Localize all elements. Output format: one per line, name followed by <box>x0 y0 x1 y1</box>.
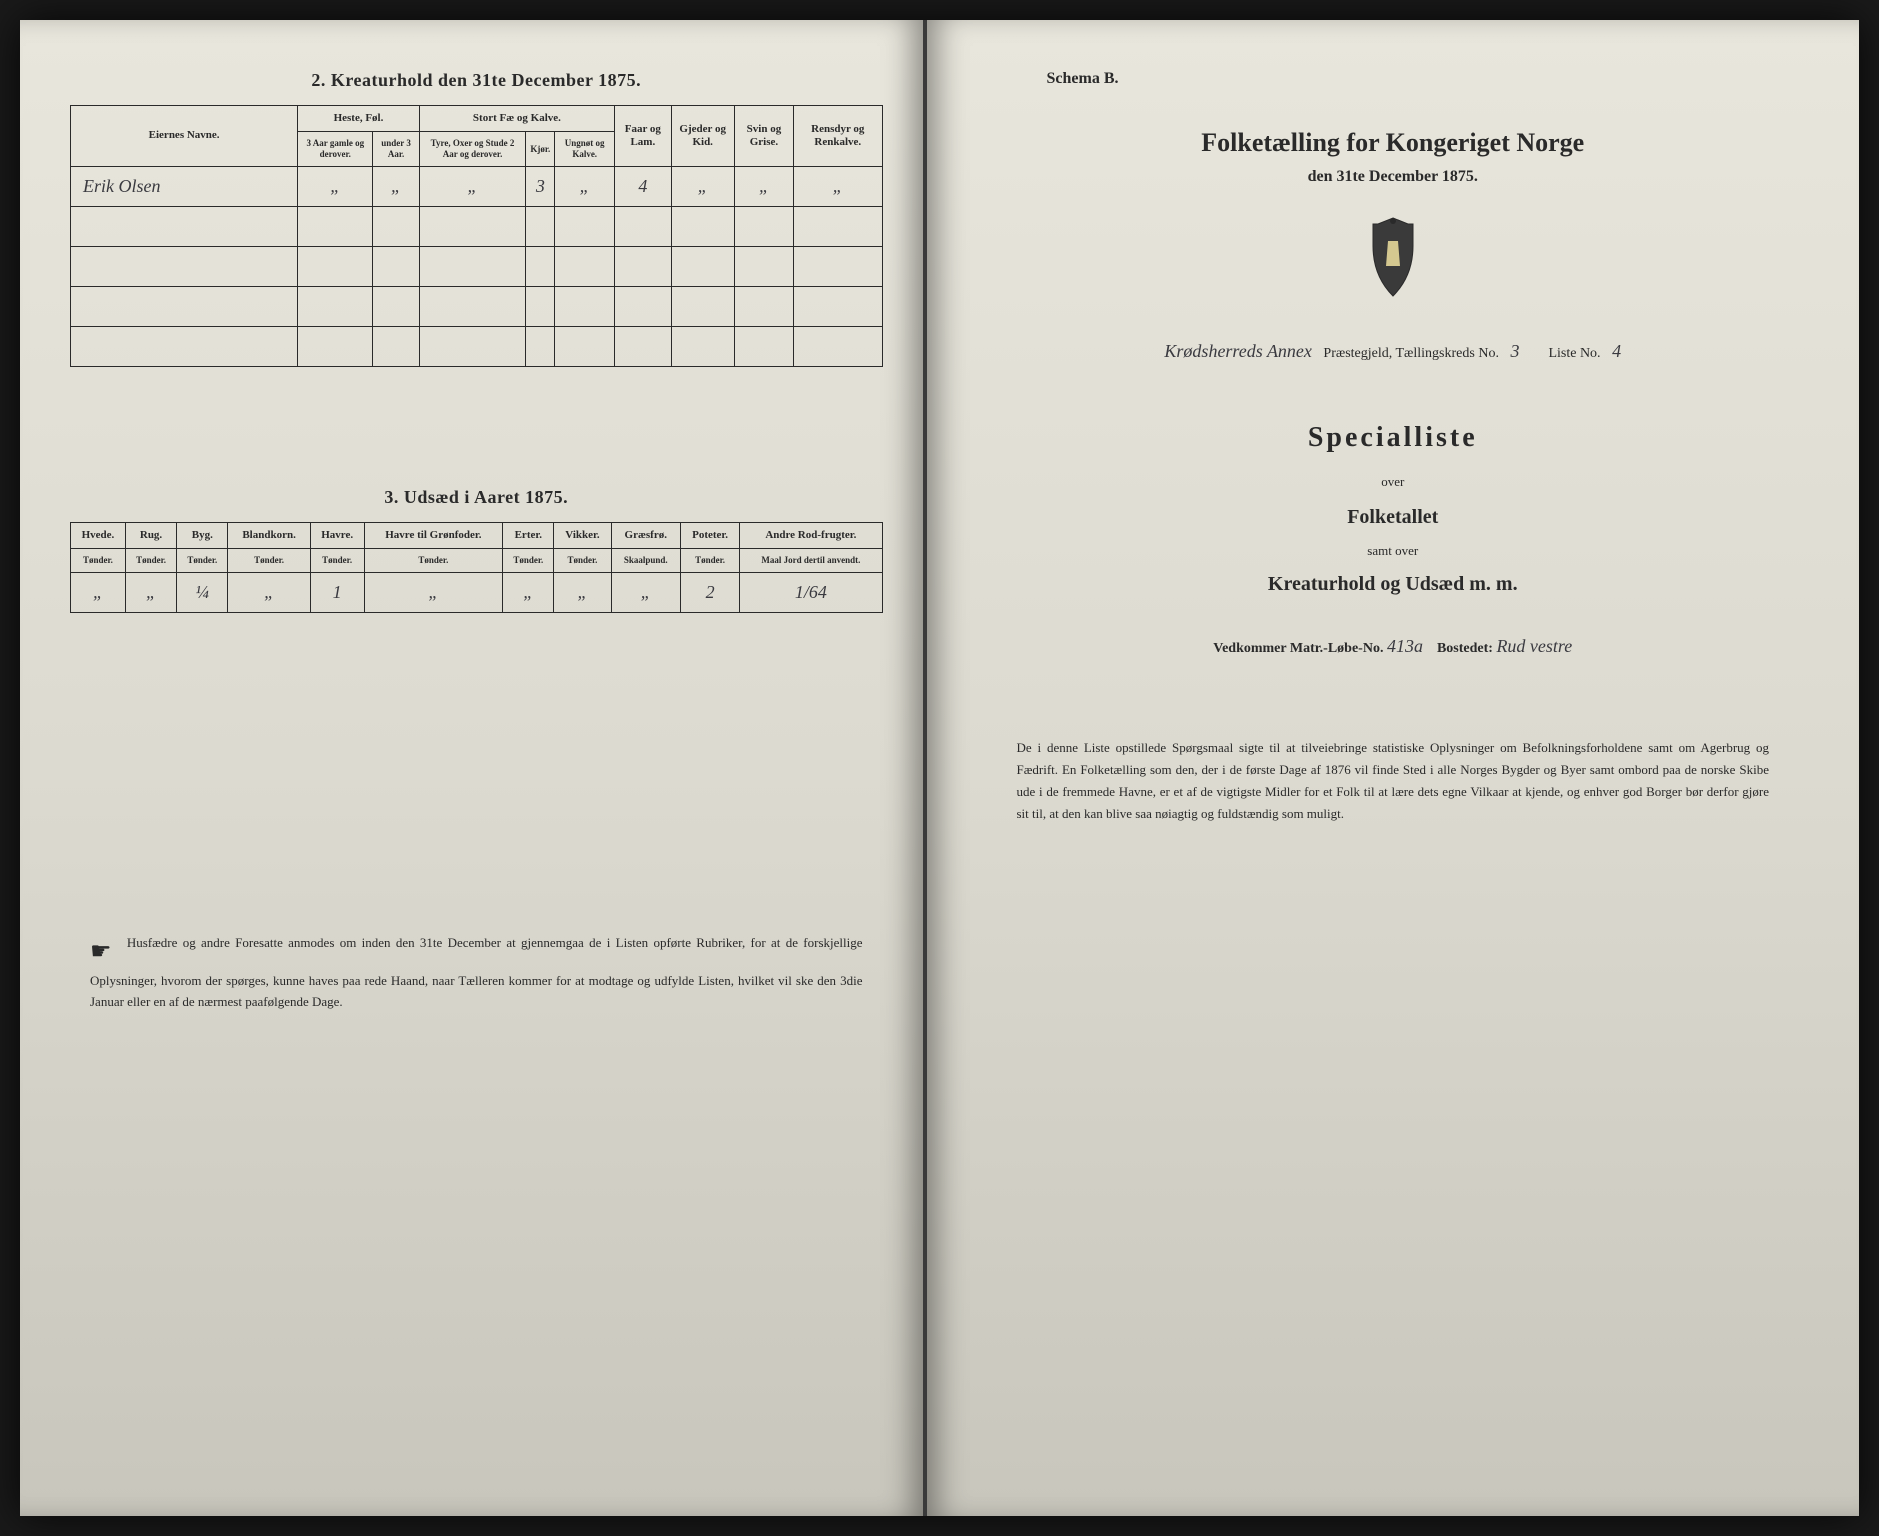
vedkommer-line: Vedkommer Matr.-Løbe-No. 413a Bostedet: … <box>987 636 1800 657</box>
kreds-no: 3 <box>1510 341 1519 361</box>
main-title: Folketælling for Kongeriget Norge <box>987 128 1800 158</box>
cell: 3 <box>526 166 555 206</box>
cell: 4 <box>615 166 671 206</box>
parish-label: Præstegjeld, Tællingskreds No. <box>1323 346 1499 361</box>
bostedet-label: Bostedet: <box>1437 641 1493 656</box>
table-row <box>71 286 883 326</box>
parish-handwritten: Krødsherreds Annex <box>1164 341 1312 361</box>
cell: „ <box>611 572 681 612</box>
specialliste-title: Specialliste <box>987 422 1800 454</box>
th-unit: Tønder. <box>681 548 740 572</box>
cell: 1 <box>310 572 364 612</box>
kreatur-title: Kreaturhold og Udsæd m. m. <box>987 573 1800 596</box>
table-udsaed: Hvede. Rug. Byg. Blandkorn. Havre. Havre… <box>70 522 883 613</box>
th-unit: Tønder. <box>177 548 228 572</box>
cell: ¼ <box>177 572 228 612</box>
cell: „ <box>554 572 611 612</box>
cell: „ <box>364 572 503 612</box>
th-stort-sub1: Tyre, Oxer og Stude 2 Aar og derover. <box>419 132 526 167</box>
table-row: Erik Olsen „ „ „ 3 „ 4 „ „ „ <box>71 166 883 206</box>
table-row <box>71 326 883 366</box>
th-unit: Tønder. <box>554 548 611 572</box>
th-svin: Svin og Grise. <box>734 106 793 167</box>
th-hvede: Hvede. <box>71 522 126 548</box>
cell: „ <box>503 572 554 612</box>
th-havre: Havre. <box>310 522 364 548</box>
th-graes: Græsfrø. <box>611 522 681 548</box>
bostedet: Rud vestre <box>1496 636 1572 656</box>
th-unit: Tønder. <box>503 548 554 572</box>
th-stort-sub3: Ungnøt og Kalve. <box>555 132 615 167</box>
table-row <box>71 246 883 286</box>
table-row: „ „ ¼ „ 1 „ „ „ „ 2 1/64 <box>71 572 883 612</box>
th-havre-gron: Havre til Grønfoder. <box>364 522 503 548</box>
th-unit: Tønder. <box>71 548 126 572</box>
cell: „ <box>555 166 615 206</box>
th-heste: Heste, Føl. <box>298 106 420 132</box>
cell-name: Erik Olsen <box>71 166 298 206</box>
th-rug: Rug. <box>125 522 176 548</box>
th-erter: Erter. <box>503 522 554 548</box>
table-row <box>71 206 883 246</box>
cell: 1/64 <box>740 572 882 612</box>
section2-title: 2. Kreaturhold den 31te December 1875. <box>70 70 883 91</box>
liste-no: 4 <box>1612 341 1621 361</box>
th-stort-sub2: Kjør. <box>526 132 555 167</box>
table-kreaturhold: Eiernes Navne. Heste, Føl. Stort Fæ og K… <box>70 105 883 367</box>
th-unit: Tønder. <box>125 548 176 572</box>
th-unit: Maal Jord dertil anvendt. <box>740 548 882 572</box>
th-unit: Tønder. <box>228 548 310 572</box>
th-heste-sub1: 3 Aar gamle og derover. <box>298 132 373 167</box>
cell: „ <box>228 572 310 612</box>
cell: „ <box>125 572 176 612</box>
book-spread: 2. Kreaturhold den 31te December 1875. E… <box>20 20 1859 1516</box>
cell: „ <box>71 572 126 612</box>
over-label: over <box>987 474 1800 490</box>
parish-line: Krødsherreds Annex Præstegjeld, Tællings… <box>987 341 1800 362</box>
cell: „ <box>298 166 373 206</box>
th-unit: Tønder. <box>364 548 503 572</box>
th-poteter: Poteter. <box>681 522 740 548</box>
pointing-hand-icon: ☛ <box>90 933 112 971</box>
th-andre: Andre Rod-frugter. <box>740 522 882 548</box>
cell: „ <box>671 166 734 206</box>
left-page: 2. Kreaturhold den 31te December 1875. E… <box>20 20 926 1516</box>
samt-label: samt over <box>987 543 1800 559</box>
left-footnote: ☛ Husfædre og andre Foresatte anmodes om… <box>70 933 883 1013</box>
cell: „ <box>419 166 526 206</box>
cell: „ <box>794 166 882 206</box>
cell: „ <box>373 166 419 206</box>
th-unit: Tønder. <box>310 548 364 572</box>
footnote-text: Husfædre og andre Foresatte anmodes om i… <box>90 935 863 1009</box>
date-line: den 31te December 1875. <box>987 168 1800 186</box>
right-footnote: De i denne Liste opstillede Spørgsmaal s… <box>987 737 1800 825</box>
th-stort: Stort Fæ og Kalve. <box>419 106 614 132</box>
th-gjeder: Gjeder og Kid. <box>671 106 734 167</box>
right-page: Schema B. Folketælling for Kongeriget No… <box>926 20 1860 1516</box>
schema-label: Schema B. <box>1047 70 1800 88</box>
th-vikker: Vikker. <box>554 522 611 548</box>
th-eier: Eiernes Navne. <box>71 106 298 167</box>
th-rensdyr: Rensdyr og Renkalve. <box>794 106 882 167</box>
cell: 2 <box>681 572 740 612</box>
vedkommer-label: Vedkommer Matr.-Løbe-No. <box>1213 641 1383 656</box>
matr-no: 413a <box>1387 636 1423 656</box>
coat-of-arms-icon <box>987 216 1800 311</box>
cell: „ <box>734 166 793 206</box>
th-bland: Blandkorn. <box>228 522 310 548</box>
th-faar: Faar og Lam. <box>615 106 671 167</box>
liste-label: Liste No. <box>1548 346 1600 361</box>
th-heste-sub2: under 3 Aar. <box>373 132 419 167</box>
th-byg: Byg. <box>177 522 228 548</box>
folketallet-title: Folketallet <box>987 506 1800 529</box>
section3-title: 3. Udsæd i Aaret 1875. <box>70 487 883 508</box>
th-unit: Skaalpund. <box>611 548 681 572</box>
